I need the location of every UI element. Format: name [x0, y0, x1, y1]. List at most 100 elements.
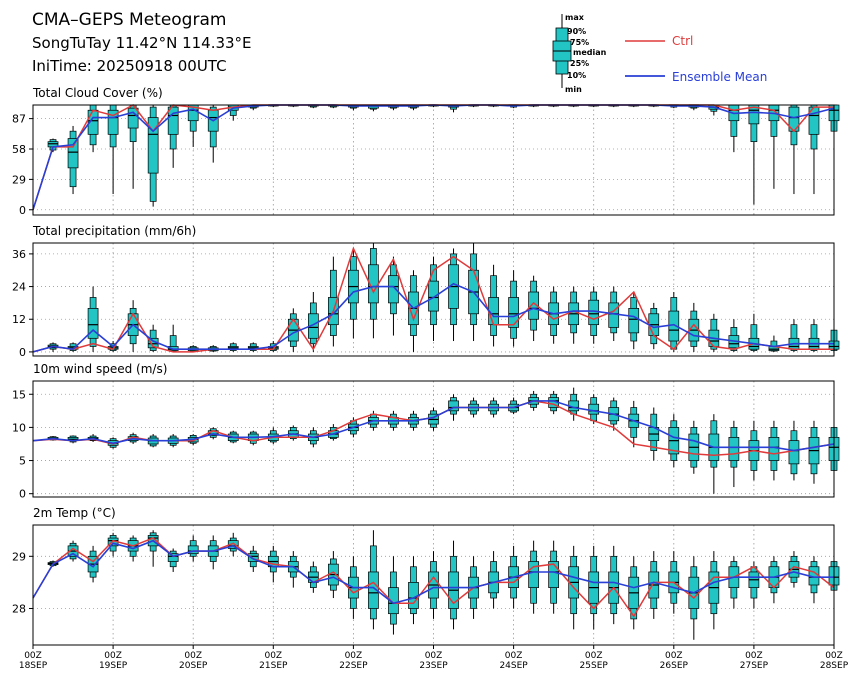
panel-frame — [32, 380, 835, 498]
y-tick-label: 12 — [12, 313, 26, 326]
x-tick-day-label: 20SEP — [179, 661, 208, 671]
chart-title: CMA–GEPS Meteogram — [32, 10, 226, 30]
x-tick-hour-label: 00Z — [104, 651, 122, 661]
panel-2: Total precipitation (mm/6h) 0 12 24 36 — [12, 224, 840, 359]
x-tick-day-label: 24SEP — [499, 661, 528, 671]
ensemble-box — [47, 138, 59, 153]
location-label: SongTuTay 11.42°N 114.33°E — [32, 34, 252, 52]
box-inner — [127, 107, 139, 129]
ensemble-box — [488, 551, 499, 609]
box-inner — [147, 117, 159, 174]
ensemble-box — [748, 561, 760, 609]
legend-label-median: median — [573, 48, 607, 57]
ensemble-box — [768, 335, 780, 352]
y-tick-label: 58 — [12, 143, 26, 156]
ensemble-box — [348, 248, 359, 339]
ensemble-box — [668, 414, 680, 468]
legend-label-min: min — [565, 85, 582, 94]
ensemble-box — [808, 319, 820, 352]
box-inner — [728, 436, 740, 461]
ensemble-box — [688, 420, 700, 474]
ensemble-box — [308, 561, 319, 593]
ensemble-box — [408, 556, 419, 625]
ctrl-line — [32, 246, 834, 353]
panel-title: 10m wind speed (m/s) — [33, 362, 167, 376]
legend-label-max: max — [565, 13, 585, 22]
box-inner — [87, 307, 99, 339]
box-inner — [167, 553, 179, 562]
ensemble-box — [548, 540, 560, 614]
ensemble-box — [588, 286, 600, 344]
panel-title: Total Cloud Cover (%) — [32, 86, 163, 100]
y-tick-label: 15 — [12, 388, 26, 401]
ensemble-box — [548, 286, 560, 344]
box-outer — [790, 324, 798, 351]
box-inner — [548, 561, 560, 588]
ensemble-box — [528, 540, 539, 614]
ensemble-box — [247, 342, 259, 352]
box-inner — [528, 291, 539, 320]
ensemble-box — [127, 300, 139, 352]
y-tick-label: 10 — [12, 421, 26, 434]
box-inner — [588, 403, 600, 415]
y-tick-label: 0 — [19, 204, 26, 217]
box-inner — [107, 109, 119, 135]
y-tick-label: 29 — [12, 550, 26, 563]
ensemble-box — [788, 319, 800, 352]
box-inner — [388, 275, 399, 304]
box-inner — [528, 561, 539, 588]
box-inner — [187, 545, 199, 555]
panel-3: 10m wind speed (m/s) 0 5 10 15 — [12, 362, 840, 501]
ensemble-box — [67, 435, 79, 444]
ensemble-box — [448, 248, 459, 342]
y-tick-label: 87 — [12, 113, 26, 126]
box-inner — [768, 436, 780, 461]
box-inner — [608, 302, 620, 328]
y-tick-label: 24 — [12, 281, 26, 294]
x-tick-day-label: 21SEP — [259, 661, 288, 671]
ensemble-mean-line — [32, 539, 834, 605]
ensemble-box — [147, 105, 159, 207]
y-tick-label: 0 — [19, 346, 26, 359]
y-tick-label: 36 — [12, 248, 26, 261]
legend-label-90: 90% — [567, 27, 586, 36]
ensemble-box — [628, 292, 640, 350]
box-inner — [628, 307, 640, 334]
ensemble-box — [808, 420, 820, 484]
ensemble-mean-line — [32, 400, 835, 452]
ensemble-box — [207, 105, 219, 163]
x-tick-hour-label: 00Z — [345, 651, 363, 661]
panel-4: 2m Temp (°C) 28 29 — [12, 506, 840, 646]
x-tick-day-label: 22SEP — [339, 661, 368, 671]
x-tick-day-label: 18SEP — [19, 661, 48, 671]
box-inner — [67, 138, 79, 169]
ensemble-box — [708, 414, 720, 494]
x-tick-hour-label: 00Z — [264, 651, 282, 661]
ensemble-box — [488, 264, 499, 347]
box-inner — [428, 280, 439, 312]
legend-mean-label: Ensemble Mean — [672, 70, 767, 84]
ensemble-box — [388, 556, 399, 635]
box-outer — [169, 335, 177, 352]
x-tick-hour-label: 00Z — [585, 651, 603, 661]
ensemble-box — [648, 407, 660, 461]
box-inner — [788, 440, 800, 465]
panel-title: 2m Temp (°C) — [33, 506, 116, 520]
panel-frame — [32, 242, 835, 357]
ensemble-box — [628, 556, 640, 630]
panel-1: Total Cloud Cover (%) 0 29 58 87 — [12, 86, 840, 217]
ensemble-mean-line — [32, 282, 834, 353]
box-inner — [167, 106, 179, 135]
ensemble-box — [808, 104, 820, 195]
ensemble-box — [67, 125, 79, 195]
ensemble-box — [668, 292, 680, 352]
legend-ctrl-label: Ctrl — [672, 34, 693, 48]
box-inner — [388, 587, 399, 615]
box-outer — [810, 324, 818, 351]
ensemble-box — [648, 551, 660, 619]
ensemble-box — [448, 540, 459, 630]
ensemble-box — [768, 104, 780, 189]
ensemble-box — [167, 548, 179, 572]
ensemble-box — [227, 342, 239, 352]
